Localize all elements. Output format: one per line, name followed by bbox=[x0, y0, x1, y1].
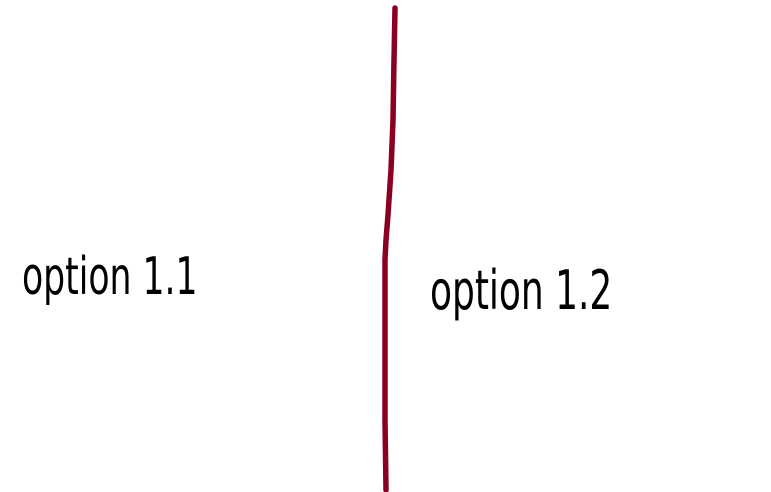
option-1-2-label[interactable]: option 1.2 bbox=[430, 259, 613, 322]
option-1-1-label[interactable]: option 1.1 bbox=[22, 247, 198, 307]
